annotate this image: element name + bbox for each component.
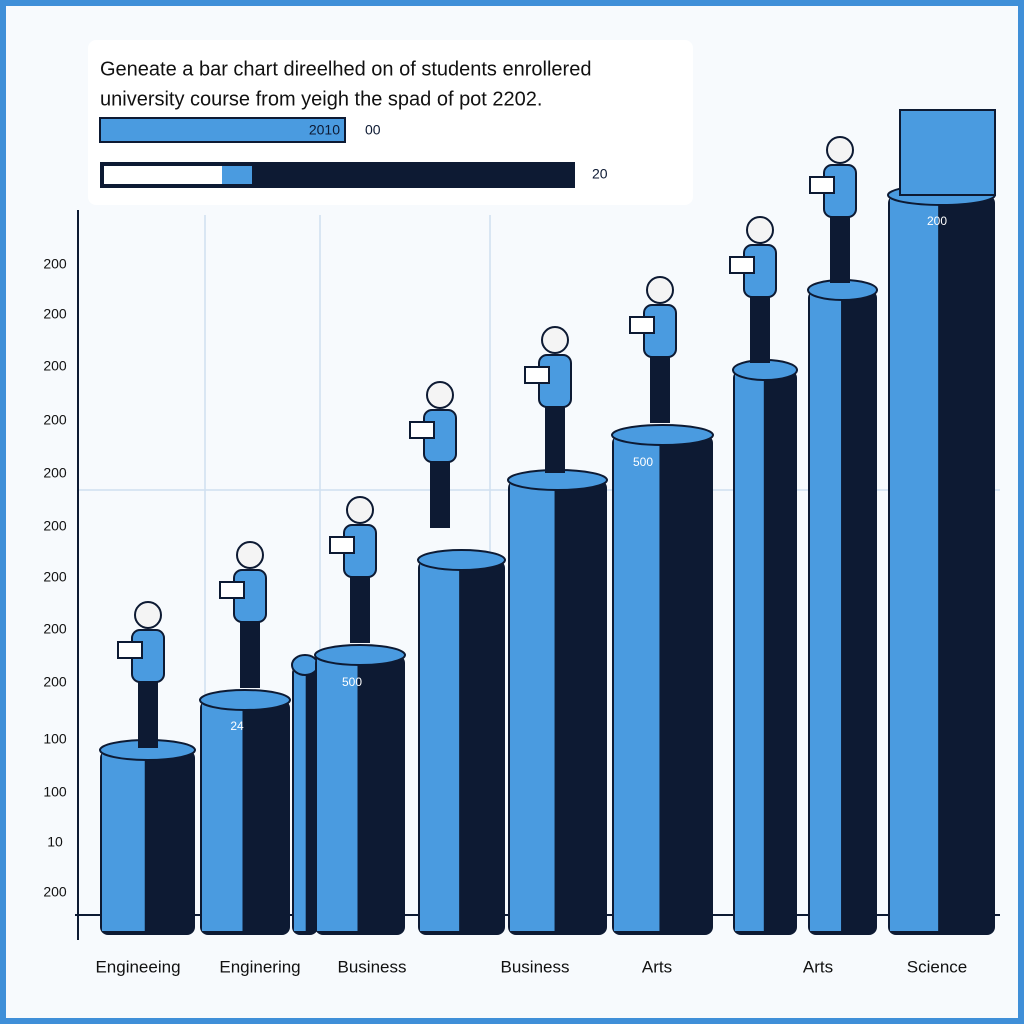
- bar-highlight: [202, 700, 243, 931]
- y-label: 200: [43, 358, 67, 374]
- bar-label: 500: [633, 455, 653, 469]
- person-book: [409, 421, 435, 439]
- person-head: [541, 326, 569, 354]
- bar-highlight: [614, 435, 660, 931]
- person-head: [236, 541, 264, 569]
- person-book: [809, 176, 835, 194]
- person-book: [329, 536, 355, 554]
- bar-cap: [199, 689, 291, 711]
- y-label: 100: [43, 784, 67, 800]
- bar-highlight: [510, 480, 555, 931]
- bar-cap: [291, 654, 319, 676]
- y-label: 100: [43, 731, 67, 747]
- y-label: 200: [43, 884, 67, 900]
- person-book: [117, 641, 143, 659]
- legend-label: 00: [365, 122, 381, 138]
- y-label: 200: [43, 256, 67, 272]
- bar-cap: [314, 644, 406, 666]
- person-book: [524, 366, 550, 384]
- y-label: 200: [43, 465, 67, 481]
- bar-label: 500: [342, 675, 362, 689]
- y-label: 200: [43, 518, 67, 534]
- person-legs: [430, 460, 450, 528]
- bar-highlight: [890, 195, 939, 931]
- person-legs: [545, 405, 565, 473]
- bar-highlight: [317, 655, 358, 931]
- books: [899, 109, 996, 196]
- category-label: Engineeing: [95, 957, 180, 976]
- title-line: university course from yeigh the spad of…: [100, 88, 542, 110]
- person-book: [729, 256, 755, 274]
- legend-label: 2010: [309, 122, 340, 138]
- bar-cap: [611, 424, 714, 446]
- bar-highlight: [294, 665, 306, 931]
- bar-label: 24: [230, 719, 244, 733]
- bar-highlight: [102, 750, 145, 931]
- bar-cap: [417, 549, 506, 571]
- category-label: Business: [501, 957, 570, 976]
- bar-label: 200: [927, 214, 947, 228]
- y-label: 200: [43, 621, 67, 637]
- person-legs: [240, 620, 260, 688]
- person-head: [134, 601, 162, 629]
- person-legs: [650, 355, 670, 423]
- person-legs: [750, 295, 770, 363]
- person-head: [646, 276, 674, 304]
- bar-highlight: [735, 370, 764, 931]
- category-label: Arts: [642, 957, 672, 976]
- category-label: Business: [338, 957, 407, 976]
- legend-bar-part: [104, 166, 222, 184]
- legend-label: 20: [592, 166, 608, 182]
- person-book: [629, 316, 655, 334]
- y-label: 200: [43, 412, 67, 428]
- person-head: [826, 136, 854, 164]
- category-label: Arts: [803, 957, 833, 976]
- category-label: Enginering: [219, 957, 300, 976]
- bar-highlight: [420, 560, 460, 931]
- person-book: [219, 581, 245, 599]
- legend-bar: [99, 117, 346, 143]
- y-label: 10: [47, 834, 63, 850]
- person-head: [346, 496, 374, 524]
- y-label: 200: [43, 674, 67, 690]
- person-head: [426, 381, 454, 409]
- y-label: 200: [43, 306, 67, 322]
- legend-bar-part: [222, 166, 252, 184]
- person-legs: [138, 680, 158, 748]
- title-line: Geneate a bar chart direelhed on of stud…: [100, 58, 591, 80]
- person-head: [746, 216, 774, 244]
- y-label: 200: [43, 569, 67, 585]
- person-legs: [350, 575, 370, 643]
- category-label: Science: [907, 957, 967, 976]
- person-legs: [830, 215, 850, 283]
- bar-highlight: [810, 290, 842, 931]
